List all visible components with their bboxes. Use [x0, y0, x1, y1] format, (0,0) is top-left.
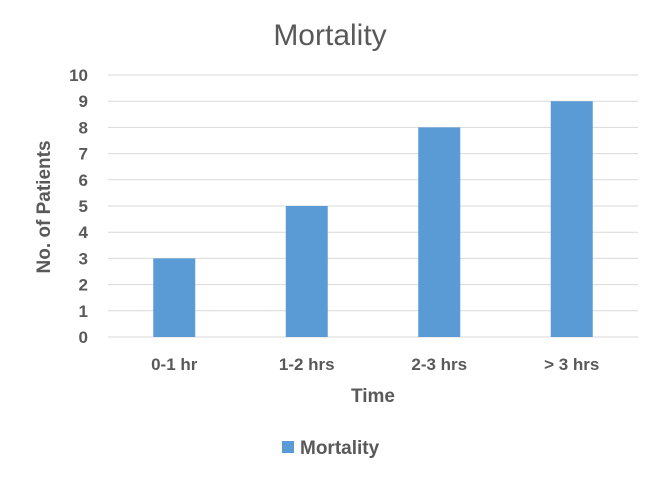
- y-tick-label: 7: [79, 145, 88, 164]
- x-tick-label: 0-1 hr: [151, 355, 198, 374]
- bar-1: [153, 258, 196, 337]
- y-tick-label: 1: [79, 302, 88, 321]
- y-tick-label: 3: [79, 249, 88, 268]
- y-tick-label: 10: [69, 66, 88, 85]
- y-tick-label: 8: [79, 118, 88, 137]
- y-tick-labels: 0 1 2 3 4 5 6 7 8 9 10: [69, 66, 88, 347]
- x-tick-label: 2-3 hrs: [411, 355, 467, 374]
- legend: Mortality: [282, 438, 380, 459]
- bar-4: [550, 101, 593, 337]
- y-tick-label: 4: [79, 223, 89, 242]
- bars: [153, 101, 593, 338]
- bar-3: [418, 127, 461, 338]
- y-tick-label: 5: [79, 197, 88, 216]
- y-tick-label: 6: [79, 171, 88, 190]
- x-tick-label: > 3 hrs: [544, 355, 599, 374]
- x-axis-label: Time: [351, 386, 395, 407]
- chart-title: Mortality: [273, 19, 386, 52]
- legend-swatch: [282, 441, 294, 453]
- gridlines: [108, 74, 638, 338]
- y-tick-label: 9: [79, 92, 88, 111]
- y-axis-label: No. of Patients: [34, 140, 55, 273]
- y-tick-label: 2: [79, 276, 88, 295]
- bar-2: [285, 206, 328, 337]
- x-tick-labels: 0-1 hr 1-2 hrs 2-3 hrs > 3 hrs: [151, 355, 599, 374]
- y-tick-label: 0: [79, 328, 88, 347]
- legend-label-mortality: Mortality: [300, 438, 380, 459]
- x-tick-label: 1-2 hrs: [279, 355, 335, 374]
